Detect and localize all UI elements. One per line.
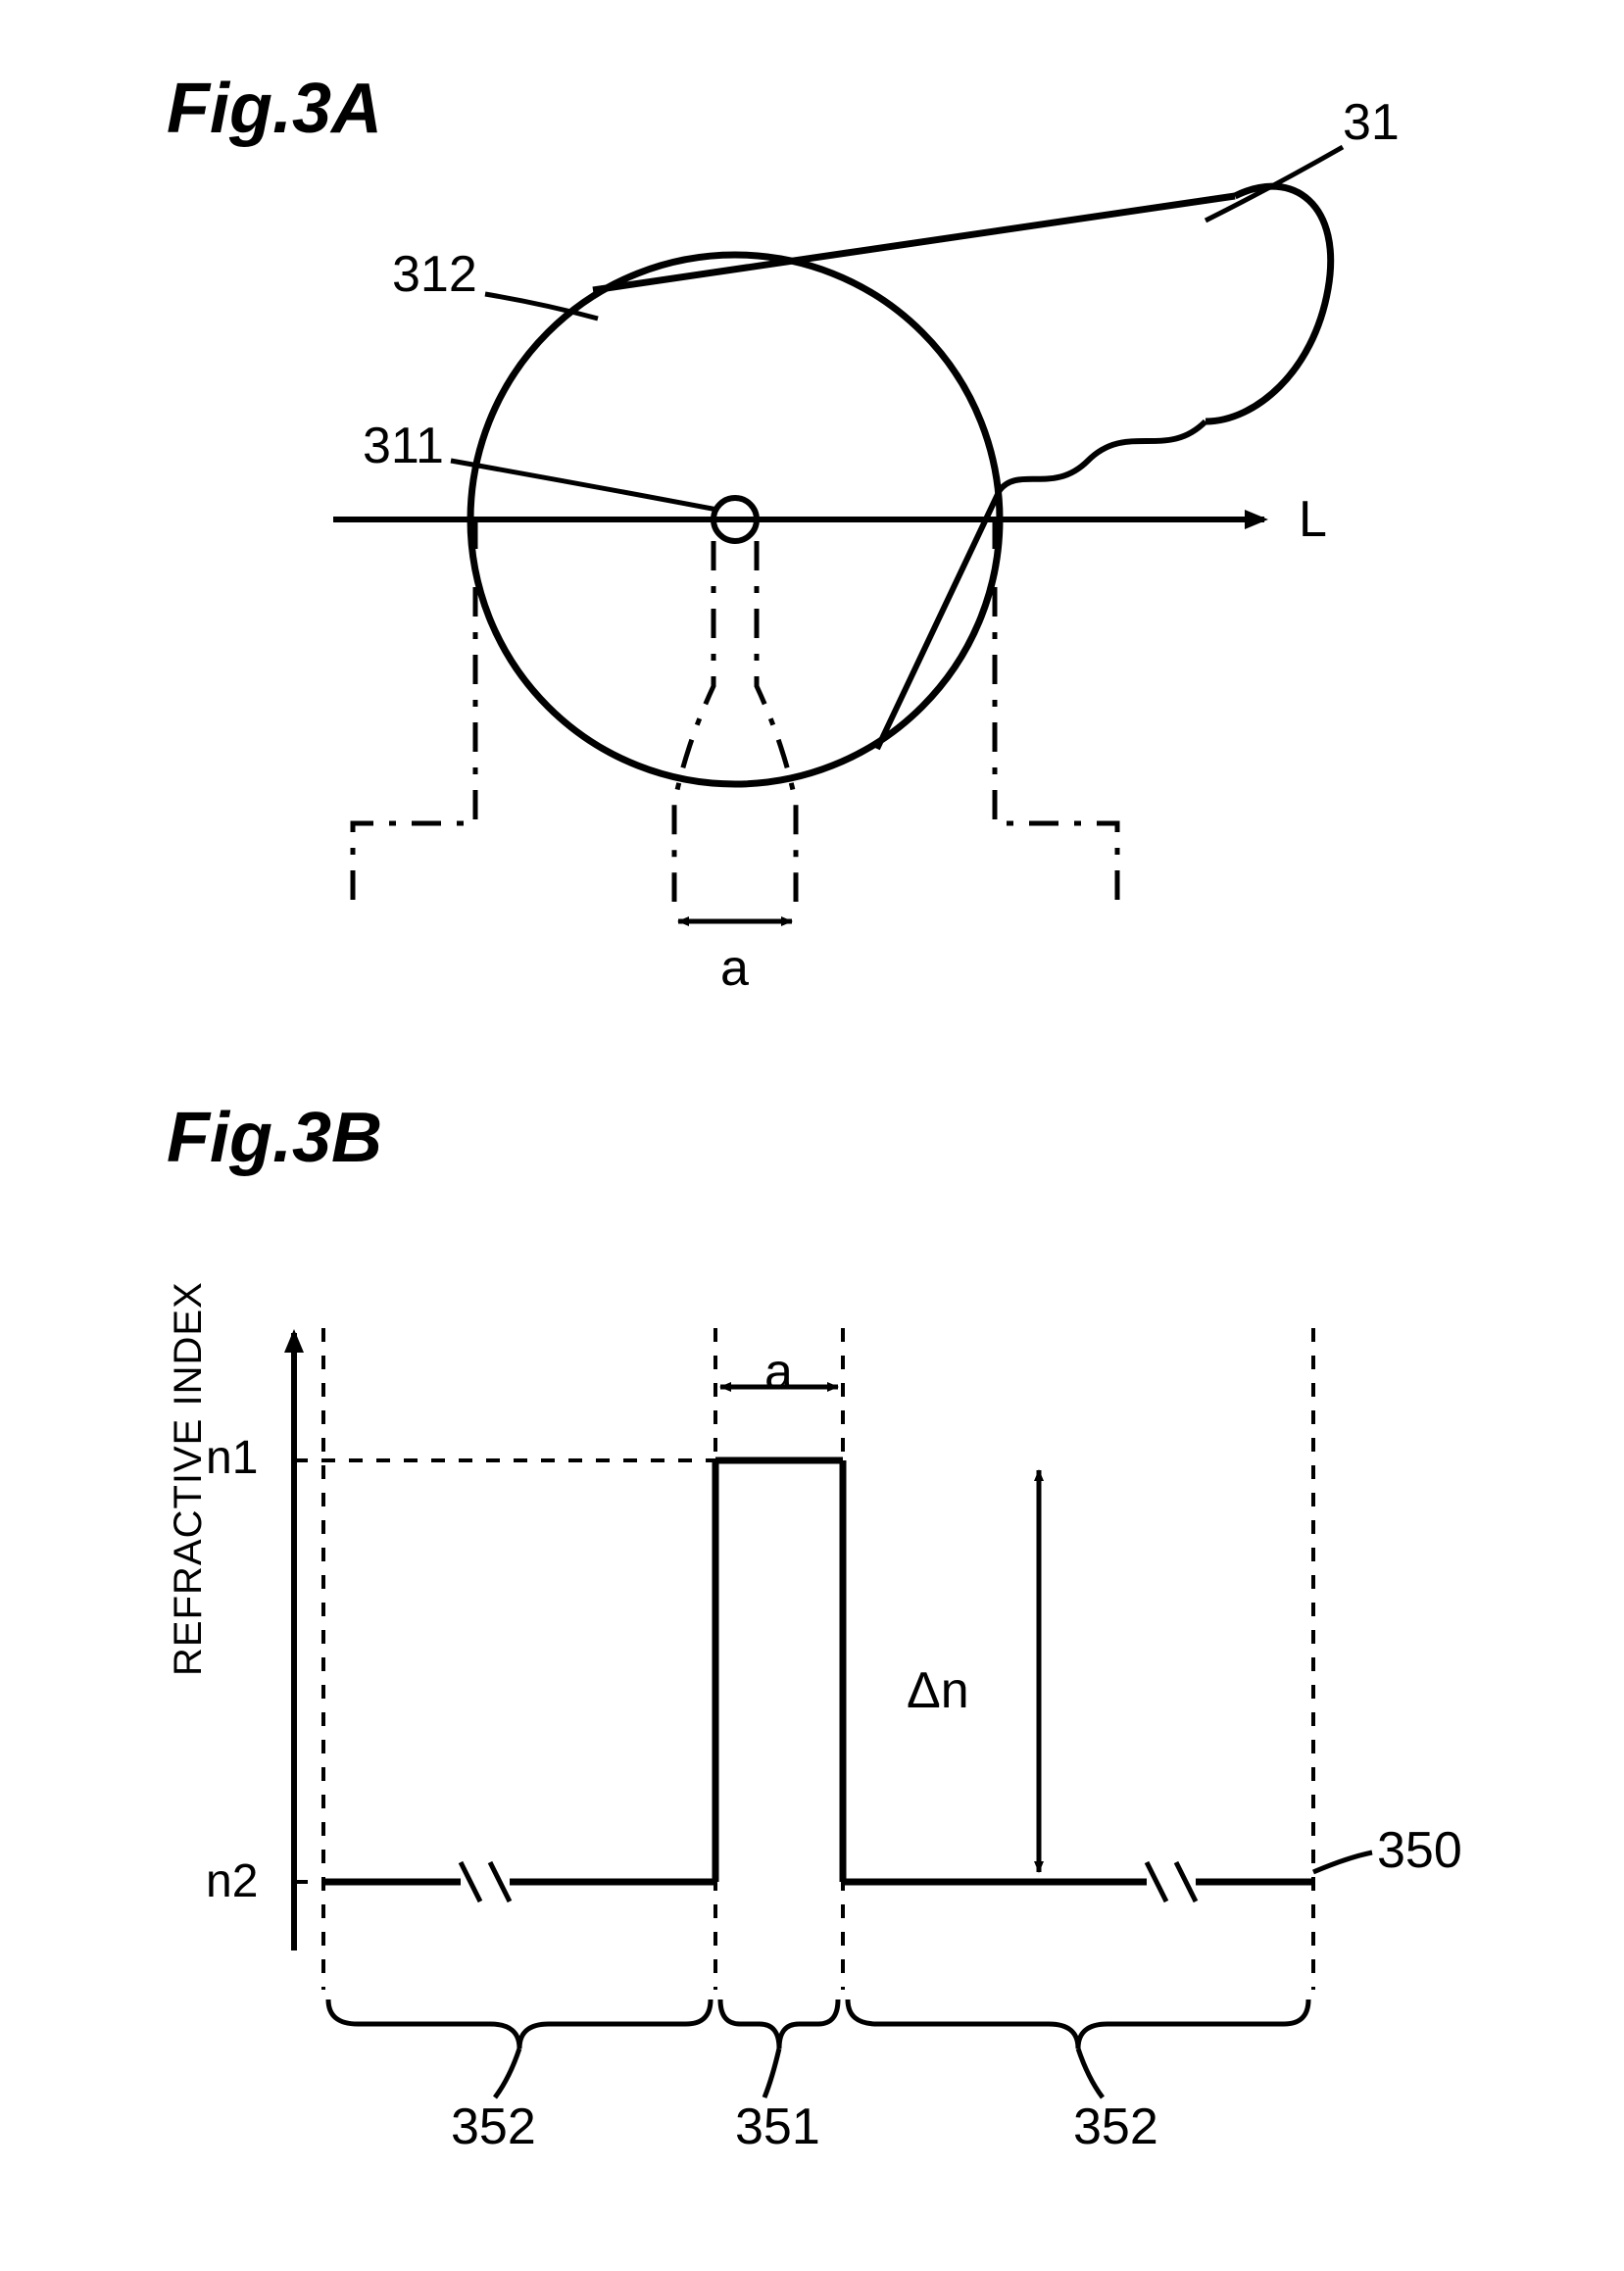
braces [328,1999,1308,2049]
fig3b-chart [0,1225,1624,2205]
label-31: 31 [1343,93,1400,152]
label-a-top: a [720,939,749,998]
leader-31 [1206,147,1343,221]
label-dn: Δn [907,1661,969,1720]
label-312: 312 [392,245,477,304]
label-n2: n2 [206,1854,258,1908]
fig3a-diagram [0,0,1624,1078]
leader-350 [1313,1852,1372,1872]
leader-311 [451,461,717,510]
label-l: L [1299,490,1327,549]
label-a-b: a [764,1343,793,1402]
page: Fig.3A [0,0,1624,2271]
label-351: 351 [735,2098,820,2156]
brace-tails [495,2049,1103,2098]
label-352-right: 352 [1073,2098,1158,2156]
guide-lines [353,519,1117,902]
label-350: 350 [1377,1821,1462,1880]
label-n1: n1 [206,1431,258,1485]
fiber-cylinder [593,186,1331,749]
core-funnel [674,541,796,902]
y-axis-label: REFRACTIVE INDEX [167,1281,211,1676]
fig3b-title: Fig.3B [167,1098,382,1178]
label-311: 311 [363,417,444,475]
label-352-left: 352 [451,2098,536,2156]
index-profile [323,1460,1313,1901]
